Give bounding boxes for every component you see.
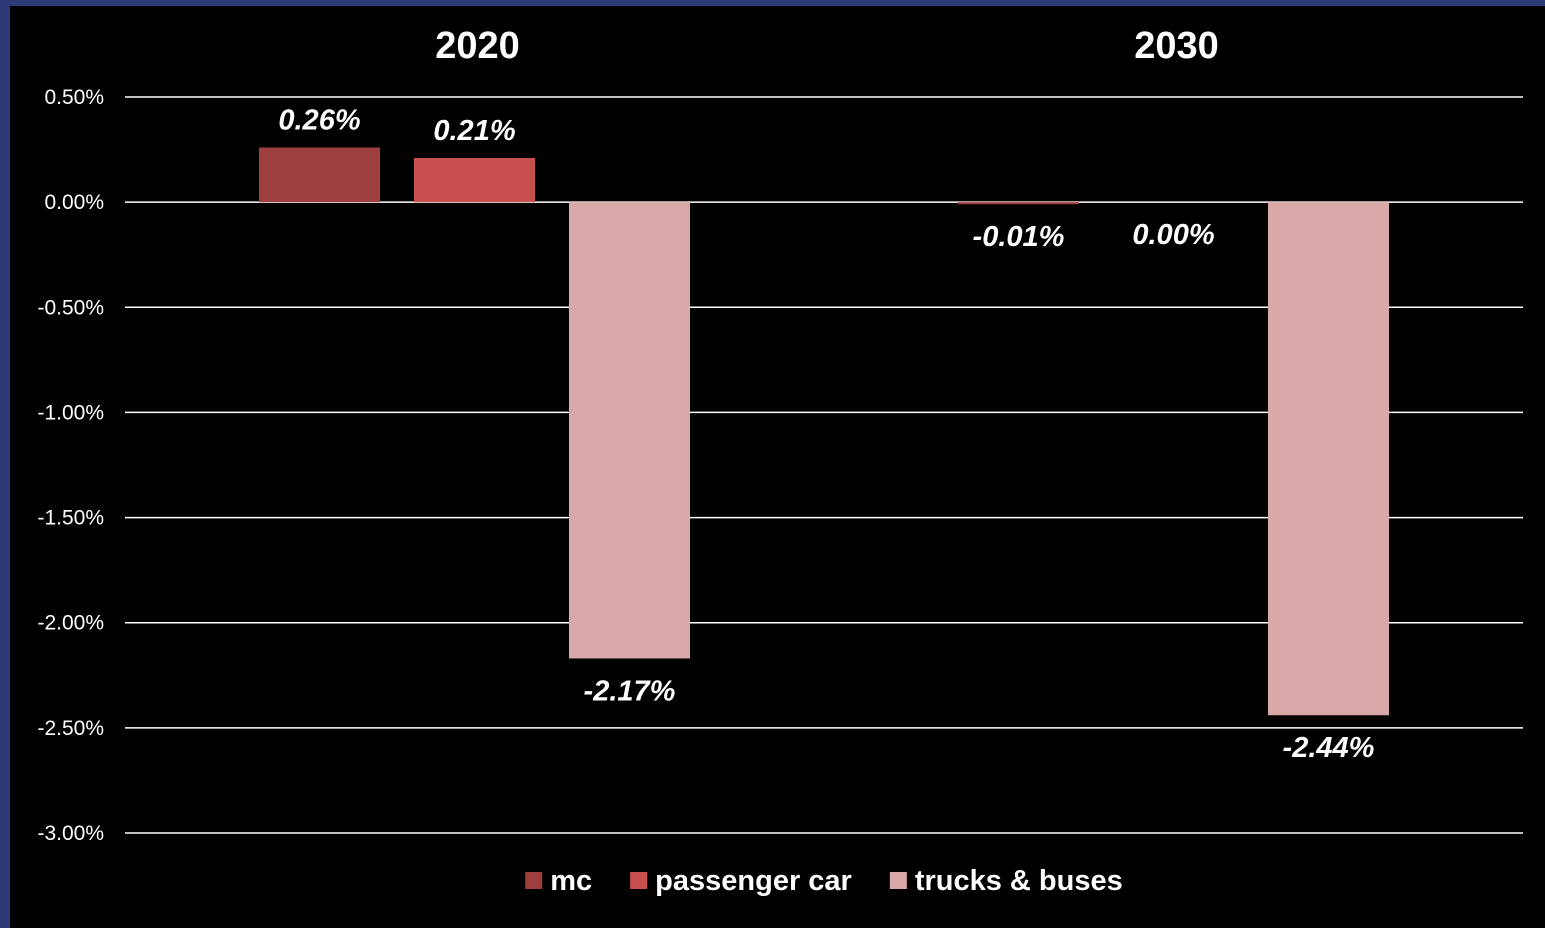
legend-label: mc [550,865,592,897]
bars [259,147,1389,716]
data-label: 0.00% [1132,219,1214,251]
legend-swatch [889,872,907,889]
data-label: -2.44% [1283,732,1375,764]
y-axis-ticks: 0.50% 0.00% -0.50% -1.00% -1.50% -2.00% -2.50%… [37,86,104,845]
y-tick-label: -1.50% [37,507,104,530]
category-labels: 2020 2030 [435,25,1219,67]
bar [259,147,380,203]
bar [414,157,535,203]
bar [569,202,690,659]
legend-swatch [630,872,648,889]
y-tick-label: -3.00% [37,822,104,845]
y-tick-label: -1.00% [37,401,104,424]
y-tick-label: -2.00% [37,612,104,635]
chart-frame: 0.50% 0.00% -0.50% -1.00% -1.50% -2.00% -2.50%… [10,6,1545,928]
data-label: -0.01% [973,221,1065,253]
legend-label: passenger car [655,865,852,897]
bar [958,202,1079,205]
category-label: 2020 [435,25,520,67]
y-tick-label: -0.50% [37,296,104,319]
data-label: -2.17% [584,675,676,707]
legend-label: trucks & buses [915,865,1123,897]
chart: 0.50% 0.00% -0.50% -1.00% -1.50% -2.00% -2.50%… [37,25,1523,897]
y-tick-label: -2.50% [37,717,104,740]
bar [1268,202,1389,716]
data-labels: 0.26% 0.21% -2.17% -0.01% 0.00% -2.44% [278,104,1374,764]
y-tick-label: 0.00% [44,191,104,214]
category-label: 2030 [1134,25,1219,67]
data-label: 0.21% [433,115,515,147]
legend-swatch [525,872,543,889]
legend: mc passenger car trucks & buses [525,865,1123,897]
data-label: 0.26% [278,104,360,136]
y-tick-label: 0.50% [44,86,104,109]
